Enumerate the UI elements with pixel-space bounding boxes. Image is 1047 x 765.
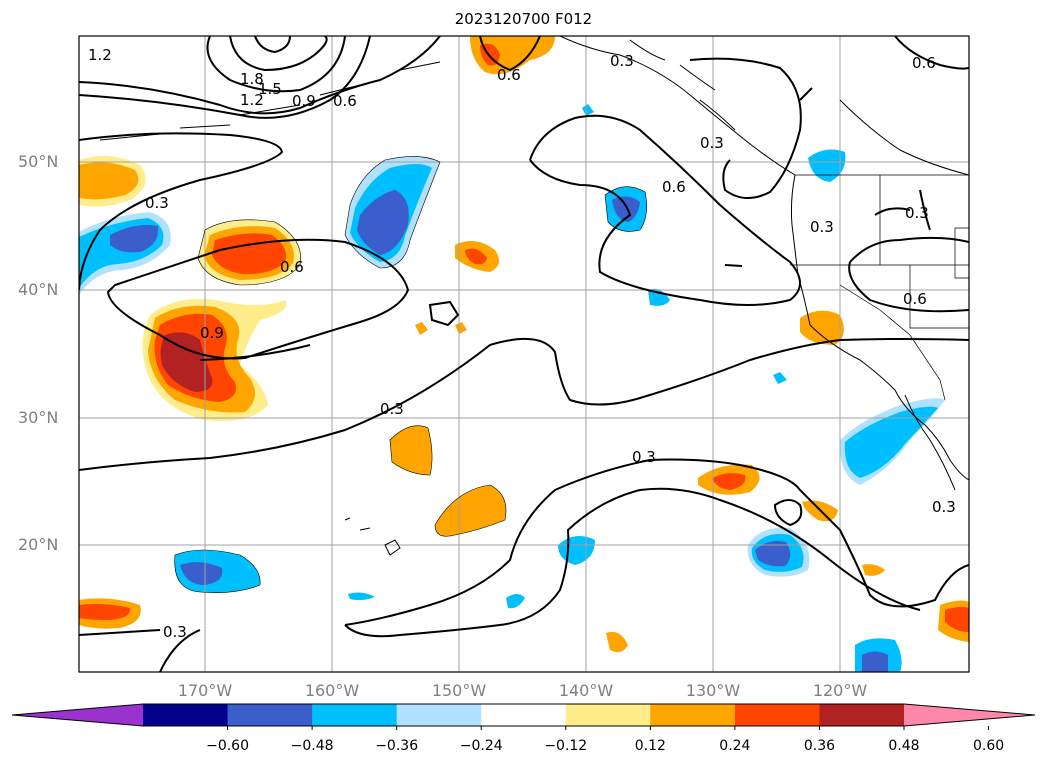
contour-lines xyxy=(79,36,969,672)
positive-anomaly-region-145w-22n xyxy=(435,485,506,537)
contour-label: 0.6 xyxy=(280,258,304,276)
contour-label: 1.2 xyxy=(240,91,264,109)
colorbar-tick-label: 0.48 xyxy=(888,738,920,754)
contour-label: 1.8 xyxy=(240,70,264,88)
positive-anomaly-region-170w-43n xyxy=(198,219,301,285)
colorbar-segment xyxy=(227,704,313,726)
colorbar-segment xyxy=(819,704,905,726)
colorbar-tick-label: 0.24 xyxy=(719,738,751,754)
positive-anomaly-region-california xyxy=(800,310,844,345)
colorbar-tick-label: −0.48 xyxy=(290,738,334,754)
contour-label: 0.3 xyxy=(163,623,187,641)
contour-label: 0.3 xyxy=(632,448,656,466)
lon-label-130w: 130°W xyxy=(685,681,741,700)
lon-label-170w: 170°W xyxy=(177,681,233,700)
colorbar-segment xyxy=(650,704,736,726)
colorbar-tick-label: 0.12 xyxy=(634,738,666,754)
map-title: 2023120700 F012 xyxy=(454,10,593,28)
political-borders xyxy=(790,174,969,401)
contour-label: 0.9 xyxy=(200,324,224,342)
contour-label: 1.5 xyxy=(258,80,282,98)
contour-label: 0.6 xyxy=(333,92,357,110)
lat-label-20n: 20°N xyxy=(18,535,59,554)
colorbar-segment xyxy=(565,704,651,726)
contour-label-group: 1.2 1.8 1.5 1.2 0.9 0.6 0.6 0.3 0.6 0.3 … xyxy=(88,46,956,641)
contour-label: 1.2 xyxy=(88,46,112,64)
contour-label: 0.6 xyxy=(903,290,927,308)
graticule xyxy=(79,36,969,672)
colorbar xyxy=(11,703,1036,730)
colorbar-tick-label: 0.60 xyxy=(972,738,1005,754)
colorbar-tick-label: −0.36 xyxy=(375,738,419,754)
colorbar-tick-label: −0.12 xyxy=(544,738,588,754)
positive-anomaly-region-150w-28n xyxy=(390,425,433,475)
contour-label: 0.3 xyxy=(610,52,634,70)
contour-label: 0.9 xyxy=(292,92,316,110)
colorbar-tick-label: −0.24 xyxy=(459,738,503,754)
contour-label: 0.6 xyxy=(497,66,521,84)
colorbar-segment xyxy=(734,704,820,726)
colorbar-tick-label: 0.36 xyxy=(803,738,836,754)
lat-label-30n: 30°N xyxy=(18,408,59,427)
colorbar-outline xyxy=(11,703,1036,727)
contour-label: 0.3 xyxy=(932,498,956,516)
positive-anomaly-region-nw xyxy=(79,156,146,207)
colorbar-tick-label: −0.60 xyxy=(206,738,249,754)
colorbar-extend-high xyxy=(904,704,1035,726)
contour-label: 0.3 xyxy=(810,218,834,236)
contour-label: 0.3 xyxy=(145,194,169,212)
colorbar-extend-low xyxy=(12,704,143,726)
lon-label-140w: 140°W xyxy=(558,681,614,700)
colorbar-segment xyxy=(312,704,398,726)
contour-label: 0.3 xyxy=(380,400,404,418)
contour-label: 0.6 xyxy=(912,54,936,72)
colorbar-segment xyxy=(143,704,229,726)
map-frame xyxy=(78,35,970,673)
lon-label-160w: 160°W xyxy=(304,681,360,700)
negative-anomaly-region-bc xyxy=(808,149,846,182)
lat-label-50n: 50°N xyxy=(18,152,59,171)
lat-label-40n: 40°N xyxy=(18,280,59,299)
anomaly-outlines xyxy=(174,156,647,593)
contour-label: 0.6 xyxy=(662,178,686,196)
negative-anomaly-region-157w-45n xyxy=(345,156,440,268)
contour-label: 0.3 xyxy=(700,134,724,152)
lon-label-120w: 120°W xyxy=(812,681,868,700)
contour-label: 0.3 xyxy=(905,204,929,222)
lon-label-150w: 150°W xyxy=(431,681,487,700)
colorbar-segment xyxy=(396,704,482,726)
colorbar-segment xyxy=(481,704,567,726)
negative-anomaly-region-w-edge xyxy=(79,212,171,295)
